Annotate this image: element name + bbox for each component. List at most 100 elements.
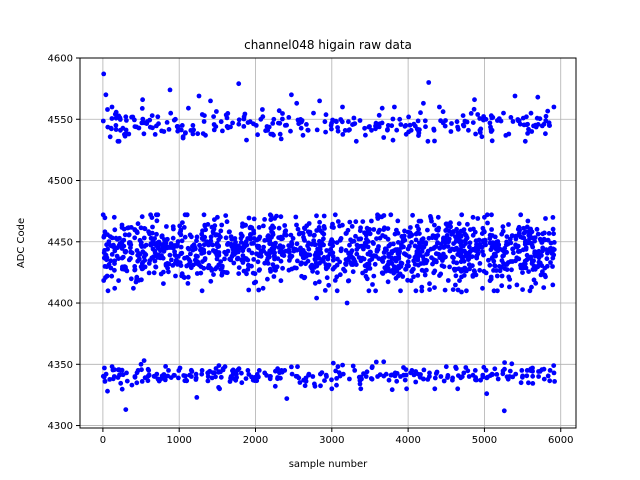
data-point [153,264,159,270]
data-point [322,119,328,125]
data-point [239,380,245,386]
data-point [222,249,228,255]
data-point [122,232,128,238]
data-point [456,373,461,378]
data-point [446,236,452,242]
data-point [185,245,191,251]
data-point [320,230,325,236]
data-point [455,287,461,293]
data-point [552,379,557,384]
data-point [182,234,188,240]
data-point [305,127,311,133]
data-point [489,115,495,121]
data-point [289,371,295,377]
data-point [523,229,529,235]
data-point [158,242,164,247]
data-point [488,247,494,253]
data-point [429,218,434,224]
data-point [551,231,556,237]
data-point [128,242,134,248]
data-point [401,365,406,370]
data-point [288,128,293,134]
data-point [499,283,505,289]
data-point [149,230,155,236]
data-point [347,376,352,382]
data-point [236,81,242,87]
data-point [190,123,196,128]
data-point [445,244,451,249]
data-point [211,122,217,127]
data-point [149,215,155,221]
data-point [517,248,523,254]
data-point [459,239,464,244]
data-point [421,260,427,266]
data-point [335,256,340,262]
data-point [205,374,211,379]
data-point [487,262,493,268]
data-point [470,120,476,125]
data-point [367,124,372,129]
data-point [238,240,244,245]
data-point [543,118,549,124]
data-point [117,235,122,241]
data-point [228,234,234,240]
data-point [252,271,258,277]
data-point [120,254,126,260]
data-point [546,231,552,236]
data-point [519,368,525,373]
data-point [372,261,378,267]
data-point [414,251,420,256]
data-point [328,247,334,252]
data-point [535,94,541,100]
data-point [488,129,494,134]
data-point [504,234,510,240]
data-point [361,243,367,248]
data-point [267,240,273,246]
data-point [375,212,380,218]
data-point [289,92,294,98]
data-point [381,227,387,233]
data-point [527,288,533,294]
data-point [295,258,300,264]
data-point [245,267,251,272]
data-point [323,129,328,135]
data-point [477,267,483,273]
data-point [536,374,541,379]
data-point [334,382,339,388]
data-point [138,225,144,231]
data-point [208,234,214,240]
data-point [104,273,110,279]
data-point [349,224,355,229]
data-point [321,259,326,264]
data-point [358,258,364,264]
data-point [479,244,485,250]
data-point [443,254,448,260]
data-point [455,252,461,257]
data-point [349,262,354,267]
data-point [521,265,526,271]
data-point [383,371,389,377]
data-point [294,222,299,228]
data-point [499,231,505,237]
data-point [413,369,419,374]
data-point [551,363,557,368]
data-point [364,225,370,231]
data-point [505,260,511,265]
data-point [547,378,553,384]
data-point [317,98,322,104]
data-point [286,115,292,120]
data-point [435,227,441,233]
data-point [186,105,191,111]
data-point [272,256,277,262]
data-point [110,367,116,373]
data-point [294,100,300,106]
data-point [454,226,459,232]
data-point [449,121,454,126]
data-point [218,228,224,234]
data-point [514,282,520,288]
data-point [317,219,322,225]
data-point [389,249,395,254]
data-point [295,364,300,370]
data-point [141,358,147,363]
data-point [513,236,519,242]
